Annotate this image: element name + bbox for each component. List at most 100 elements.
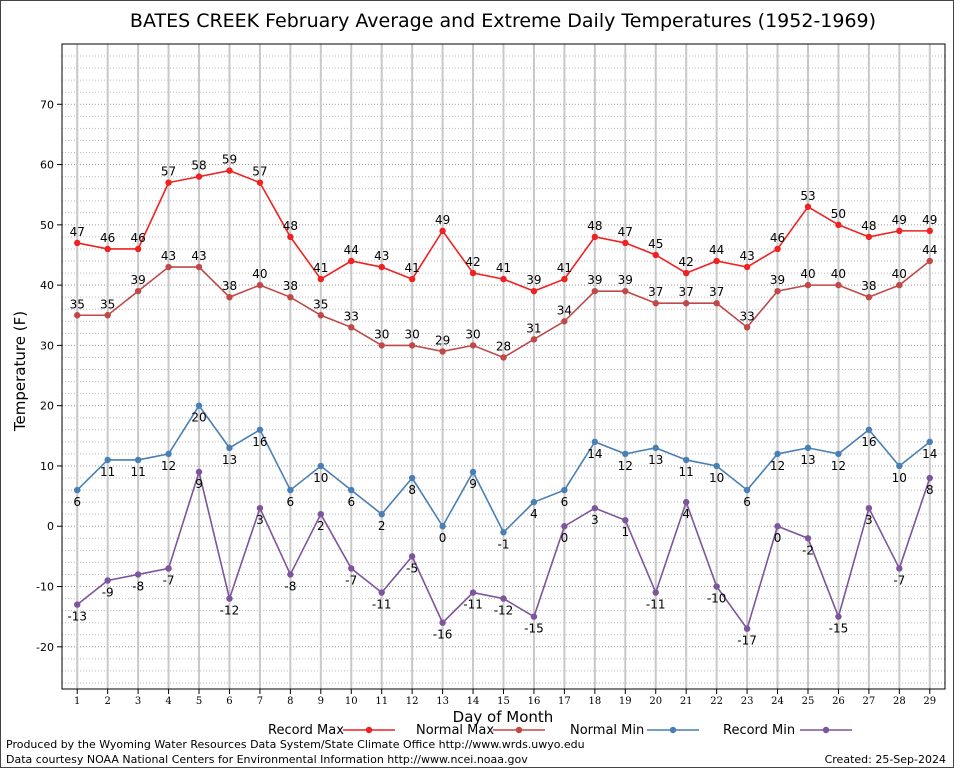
data-point (317, 510, 325, 518)
data-point (774, 523, 781, 530)
data-label: -15 (524, 622, 544, 636)
x-tick-label: 18 (588, 696, 601, 707)
data-point (682, 456, 690, 464)
data-point (348, 565, 355, 572)
data-point (165, 565, 172, 572)
data-point (74, 601, 81, 608)
legend-label: Normal Min (570, 723, 644, 738)
data-point (926, 438, 933, 446)
data-label: 0 (561, 531, 569, 545)
data-point (865, 426, 873, 433)
data-label: 2 (317, 519, 325, 533)
y-tick-label: 20 (40, 400, 54, 413)
data-label: 38 (283, 279, 298, 293)
data-label: 41 (313, 261, 328, 275)
data-point (804, 535, 812, 542)
y-tick-label: 50 (40, 219, 54, 232)
data-label: 59 (222, 153, 237, 167)
data-point (195, 263, 203, 271)
data-point (134, 456, 142, 464)
data-point (561, 318, 568, 325)
data-label: 48 (283, 219, 298, 233)
data-point (835, 281, 842, 289)
data-point (561, 523, 568, 530)
data-label: -17 (737, 634, 757, 648)
data-point (439, 619, 446, 626)
y-tick-label: -10 (36, 581, 54, 594)
data-label: 49 (922, 213, 937, 227)
x-tick-label: 26 (832, 696, 845, 707)
data-label: 20 (191, 411, 206, 425)
data-label: 3 (591, 513, 599, 527)
data-label: 9 (195, 477, 203, 491)
data-label: -12 (494, 604, 514, 618)
data-label: 12 (618, 459, 633, 473)
data-point (348, 257, 355, 265)
data-label: 35 (313, 297, 328, 311)
data-label: 29 (435, 333, 450, 347)
data-label: 9 (469, 477, 477, 491)
data-label: 14 (922, 447, 937, 461)
data-label: 35 (70, 297, 85, 311)
data-label: 45 (648, 237, 663, 251)
data-point (104, 312, 111, 319)
y-tick-label: 10 (40, 460, 54, 473)
data-point (469, 269, 477, 277)
legend-marker (365, 726, 373, 734)
data-point (256, 426, 264, 433)
data-point (348, 486, 355, 494)
data-label: -16 (433, 628, 453, 642)
data-point (682, 498, 690, 506)
data-point (226, 595, 233, 602)
data-label: 44 (922, 243, 937, 257)
data-point (195, 173, 203, 180)
data-point (622, 517, 629, 524)
x-tick-label: 16 (528, 696, 541, 707)
data-label: 53 (800, 189, 815, 203)
data-label: 4 (530, 507, 538, 521)
credit-line-1: Produced by the Wyoming Water Resources … (6, 738, 585, 751)
data-point (74, 486, 81, 494)
data-point (865, 504, 873, 512)
data-point (896, 565, 903, 572)
legend-item: Record Min (723, 723, 852, 738)
data-label: 10 (709, 471, 724, 485)
chart-title: BATES CREEK February Average and Extreme… (130, 10, 876, 32)
data-point (926, 257, 933, 265)
data-label: 46 (770, 231, 785, 245)
data-label: 44 (344, 243, 359, 257)
data-point (287, 571, 294, 578)
data-label: 49 (892, 213, 907, 227)
y-tick-label: 0 (47, 520, 54, 533)
data-point (408, 474, 416, 482)
data-label: 44 (709, 243, 724, 257)
y-tick-label: 40 (40, 279, 54, 292)
x-tick-label: 21 (680, 696, 693, 707)
data-label: 12 (831, 459, 846, 473)
data-label: 6 (73, 495, 81, 509)
data-label: 2 (378, 519, 386, 533)
data-point (408, 553, 416, 560)
data-label: 39 (130, 273, 145, 287)
data-label: 8 (926, 483, 934, 497)
x-tick-label: 1 (74, 696, 80, 707)
data-label: 42 (679, 255, 694, 269)
x-tick-label: 25 (802, 696, 815, 707)
data-point (134, 287, 142, 295)
data-label: 3 (256, 513, 264, 527)
data-point (256, 281, 264, 289)
x-tick-label: 12 (406, 696, 419, 707)
data-label: 12 (161, 459, 176, 473)
data-label: 41 (557, 261, 572, 275)
data-label: 13 (800, 453, 815, 467)
data-label: 46 (130, 231, 145, 245)
data-label: 11 (100, 465, 115, 479)
y-axis-label: Temperature (F) (11, 311, 29, 432)
data-point (500, 595, 507, 602)
data-point (713, 257, 720, 265)
data-label: 40 (252, 267, 267, 281)
legend-marker (669, 726, 677, 734)
x-tick-label: 10 (345, 696, 358, 707)
data-label: 37 (709, 285, 724, 299)
data-point (743, 486, 751, 494)
